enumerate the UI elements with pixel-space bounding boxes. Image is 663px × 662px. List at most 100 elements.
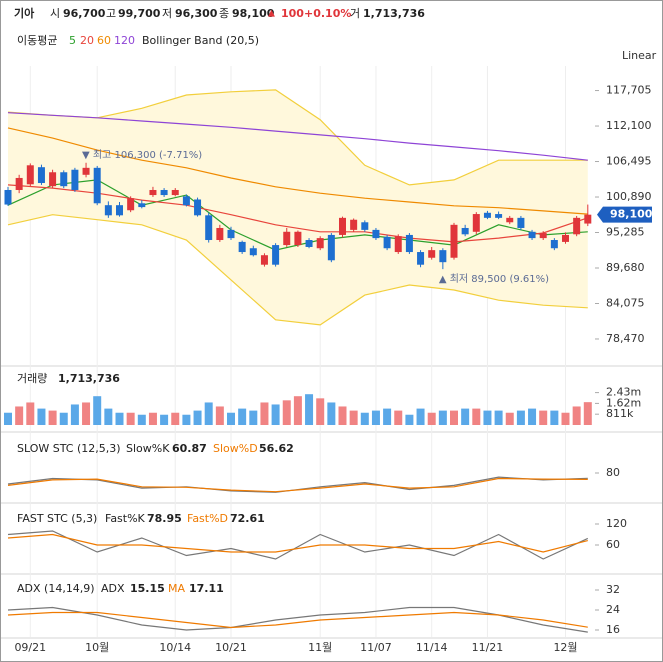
change-pct: +0.10% bbox=[304, 7, 351, 20]
y-tick-label: 32 bbox=[606, 583, 620, 596]
volume-bar bbox=[427, 412, 436, 425]
panel-title: FAST STC (5,3) bbox=[17, 512, 97, 525]
volume-bar bbox=[438, 410, 447, 425]
indicator-line bbox=[7, 611, 588, 629]
candle-body bbox=[216, 227, 224, 241]
candle-body bbox=[26, 165, 34, 185]
annotation: ▼ 최고 106,300 (-7.71%) bbox=[82, 149, 202, 161]
candle-body bbox=[428, 250, 436, 258]
volume-bar bbox=[405, 414, 414, 425]
candle-body bbox=[350, 219, 358, 230]
y-tick-label: 16 bbox=[606, 623, 620, 636]
volume-bar bbox=[249, 410, 258, 425]
y-tick-label: 811k bbox=[606, 407, 634, 420]
volume-bar bbox=[148, 412, 157, 425]
volume-bar bbox=[416, 408, 425, 425]
legend-entry: 5 bbox=[69, 34, 76, 47]
series-name: ADX bbox=[101, 582, 125, 595]
series-value: 17.11 bbox=[189, 582, 224, 595]
candle-body bbox=[205, 215, 213, 241]
y-tick-label: 80 bbox=[606, 466, 620, 479]
candle-body bbox=[394, 236, 402, 253]
indicator-line bbox=[7, 533, 588, 553]
candle-body bbox=[49, 172, 57, 187]
volume-bar bbox=[70, 404, 79, 425]
volume-bar bbox=[238, 408, 247, 425]
series-value: 78.95 bbox=[147, 512, 182, 525]
volume-bar bbox=[539, 410, 548, 425]
candle-body bbox=[138, 203, 146, 208]
candle-body bbox=[383, 236, 391, 249]
y-tick-label: 106,495 bbox=[606, 155, 652, 168]
candle-body bbox=[372, 229, 380, 239]
y-tick-label: 24 bbox=[606, 603, 620, 616]
header: 기아 시 96,700 고 99,700 저 96,300 종 98,100 ▲… bbox=[14, 6, 657, 62]
candle-body bbox=[450, 224, 458, 258]
series-value: 72.61 bbox=[230, 512, 265, 525]
close-label: 종 bbox=[219, 7, 229, 20]
volume-bar bbox=[15, 406, 24, 425]
y-tick-label: 95,285 bbox=[606, 226, 645, 239]
candle-body bbox=[60, 172, 68, 187]
change-sign: ▲ bbox=[268, 9, 275, 19]
scale-label: Linear bbox=[622, 49, 657, 62]
y-tick-label: 1.62m bbox=[606, 396, 641, 409]
candle-body bbox=[461, 227, 469, 235]
volume-bar bbox=[193, 410, 202, 425]
volume-bar bbox=[461, 408, 470, 425]
volume-bar bbox=[26, 402, 35, 425]
volume-bar bbox=[227, 412, 235, 425]
volume-bar bbox=[450, 410, 458, 425]
volume-bar bbox=[561, 412, 570, 425]
x-tick-label: 11/07 bbox=[360, 641, 392, 654]
candle-body bbox=[182, 196, 190, 206]
stock-name: 기아 bbox=[14, 6, 35, 20]
x-tick-label: 10/14 bbox=[159, 641, 191, 654]
series-value: 15.15 bbox=[130, 582, 165, 595]
volume-bar bbox=[338, 406, 347, 425]
change: 100 bbox=[281, 7, 304, 20]
y-tick-label: 89,680 bbox=[606, 261, 645, 274]
indicator-line bbox=[7, 530, 589, 560]
volume-bar bbox=[137, 414, 146, 425]
volume-bar bbox=[182, 414, 191, 425]
candle-body bbox=[149, 189, 157, 196]
panel-title: 거래량 bbox=[17, 372, 47, 385]
candle-body bbox=[93, 167, 101, 204]
volume-bar bbox=[282, 400, 291, 425]
candle-body bbox=[539, 233, 547, 239]
series-value: 56.62 bbox=[259, 442, 294, 455]
volume-bar bbox=[160, 414, 169, 425]
volume-bar bbox=[215, 406, 224, 425]
candle-body bbox=[116, 205, 123, 216]
volume-bar bbox=[4, 412, 12, 425]
low-value: 96,300 bbox=[175, 7, 218, 20]
x-tick-label: 10월 bbox=[85, 641, 109, 654]
candle-body bbox=[495, 214, 503, 218]
x-tick-label: 10/21 bbox=[215, 641, 247, 654]
indicator-line bbox=[7, 477, 588, 493]
candle-body bbox=[405, 234, 413, 253]
candle-body bbox=[37, 167, 45, 184]
y-tick-label: 112,100 bbox=[606, 119, 652, 132]
volume-bar bbox=[483, 410, 492, 425]
legend-entry: 20 bbox=[80, 34, 94, 47]
y-tick-label: 84,075 bbox=[606, 296, 645, 309]
volume-bar bbox=[93, 396, 102, 425]
candle-body bbox=[361, 222, 369, 230]
candle-body bbox=[339, 217, 346, 235]
volume-bar bbox=[583, 402, 592, 425]
candle-body bbox=[528, 231, 536, 239]
candle-body bbox=[472, 214, 480, 232]
volume-bar bbox=[293, 396, 302, 425]
high-label: 고 bbox=[106, 7, 116, 20]
candle-body bbox=[15, 177, 23, 190]
y-tick-label: 120 bbox=[606, 517, 627, 530]
volume-bar bbox=[494, 410, 503, 425]
x-tick-label: 11/21 bbox=[472, 641, 504, 654]
y-tick-label: 60 bbox=[606, 538, 620, 551]
volume-bar bbox=[59, 412, 68, 425]
panel-value: 1,713,736 bbox=[58, 372, 120, 385]
series-value: 60.87 bbox=[172, 442, 207, 455]
series-name: Fast%D bbox=[187, 512, 228, 525]
